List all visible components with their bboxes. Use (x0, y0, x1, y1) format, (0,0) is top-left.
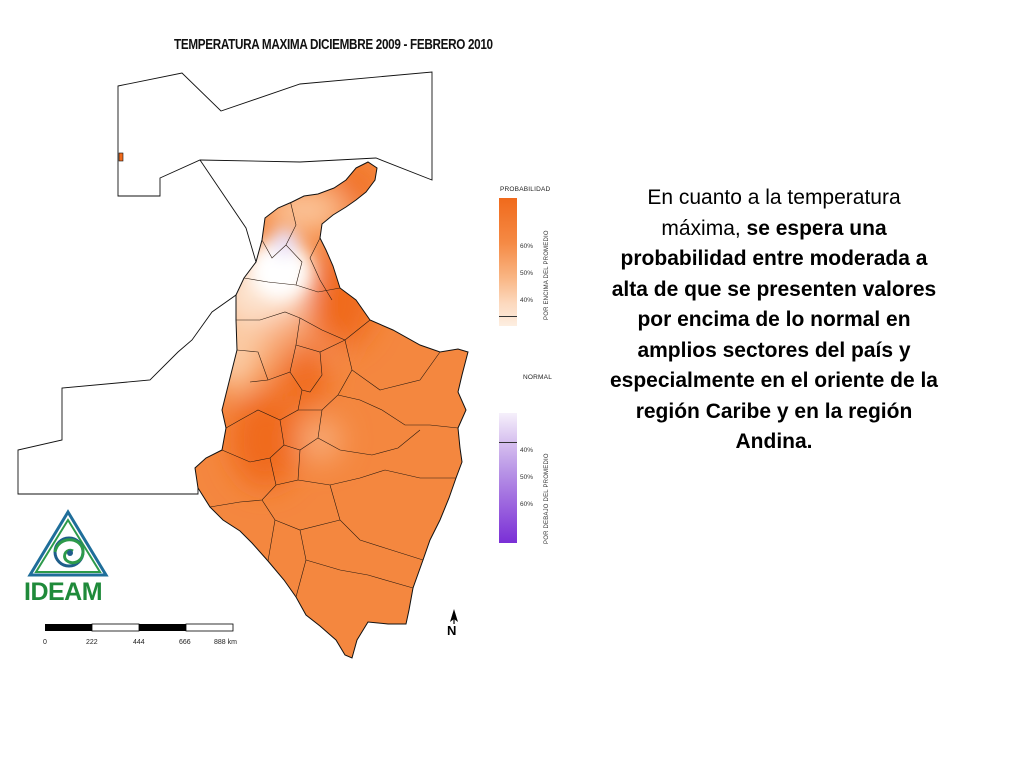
legend-above-ramp (499, 198, 517, 326)
legend-below-tick (499, 442, 517, 443)
narrative-text: En cuanto a la temperatura máxima, se es… (607, 183, 941, 458)
scale-label-222: 222 (86, 639, 98, 646)
scale-label-888: 888 km (214, 639, 237, 646)
map-title: TEMPERATURA MAXIMA DICIEMBRE 2009 - FEBR… (174, 36, 493, 53)
scale-bar (45, 623, 234, 632)
department-borders (209, 199, 459, 598)
legend-below-tick-50: 50% (520, 474, 534, 481)
san-andres-island (118, 152, 124, 162)
probability-fill (195, 162, 468, 658)
legend-below-ramp (499, 413, 517, 543)
legend-below-axis-label: POR DEBAJO DEL PROMEDIO (544, 453, 550, 544)
legend-above-tick-60: 60% (520, 243, 534, 250)
scale-label-666: 666 (179, 639, 191, 646)
narrative-highlight: se espera una probabilidad entre moderad… (610, 216, 938, 454)
ideam-logo-text: IDEAM (24, 578, 103, 606)
narrative-intro: En cuanto a la temperatura máxima, (647, 186, 901, 240)
legend-below-tick-60: 60% (520, 501, 534, 508)
legend-below-tick-40: 40% (520, 447, 534, 454)
country-outline (194, 161, 469, 659)
legend-normal-heading: NORMAL (523, 374, 553, 381)
scale-label-444: 444 (133, 639, 145, 646)
north-arrow-icon (450, 609, 458, 624)
legend-above-axis-label: POR ENCIMA DEL PROMEDIO (544, 230, 550, 320)
north-label: N (447, 623, 457, 638)
legend-above-tick (499, 316, 517, 317)
legend-above-tick-50: 50% (520, 270, 534, 277)
scale-label-0: 0 (43, 639, 47, 646)
legend-probability-heading: PROBABILIDAD (500, 186, 551, 193)
legend-above-tick-40: 40% (520, 297, 534, 304)
